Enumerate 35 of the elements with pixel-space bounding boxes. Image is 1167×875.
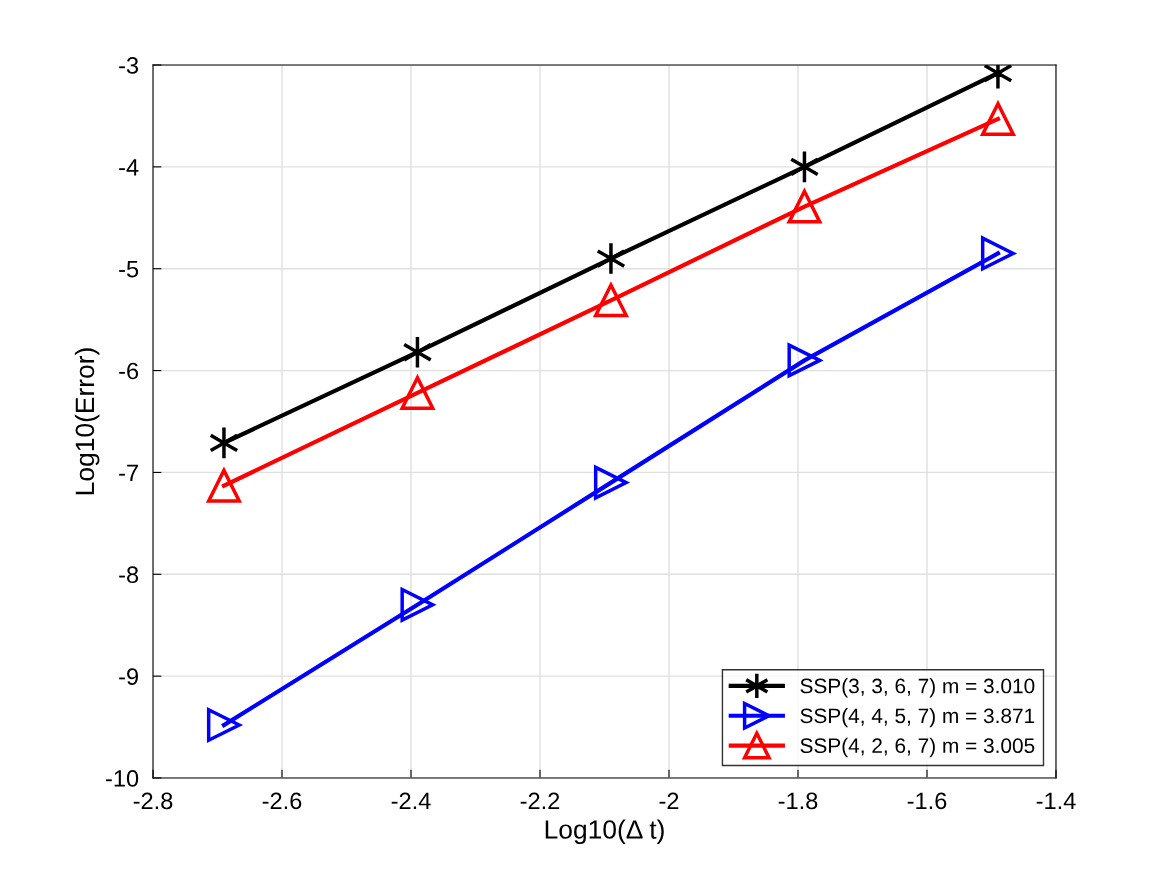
x-tick-label: -1.6 (907, 792, 947, 810)
point (402, 335, 433, 370)
point (400, 375, 435, 410)
x-tick-label: -1.4 (1036, 792, 1076, 809)
y-tick-label: -9 (119, 668, 138, 685)
x-tick-label: -1.8 (778, 792, 818, 810)
point (593, 283, 628, 318)
y-tick-label: -3 (119, 57, 139, 74)
y-tick-label: -4 (119, 159, 139, 176)
legend-label: SSP(3, 3, 6, 7) m = 3.010 (800, 678, 1035, 698)
point (206, 708, 241, 743)
x-tick-label: -2.2 (520, 792, 560, 809)
y-tick-label: -10 (106, 770, 139, 787)
y-tick-label: -8 (119, 566, 139, 584)
legend-label: SSP(4, 4, 5, 7) m = 3.871 (800, 707, 1035, 728)
point (208, 425, 239, 460)
point (400, 586, 437, 623)
x-tick-label: -2 (659, 792, 679, 809)
point (980, 236, 1015, 271)
point (980, 99, 1016, 136)
point (786, 187, 823, 224)
x-tick-label: -2.6 (262, 792, 302, 810)
point (593, 465, 628, 500)
point (789, 149, 820, 184)
x-tick-label: -2.8 (133, 792, 173, 810)
legend-label: SSP(4, 2, 6, 7) m = 3.005 (800, 737, 1035, 758)
point (595, 241, 626, 276)
x-tick-label: -2.4 (391, 792, 431, 809)
y-tick-label: -5 (119, 261, 139, 278)
point (787, 342, 824, 379)
x-axis-title: Log10(Δ t) (545, 819, 664, 845)
y-tick-label: -7 (119, 464, 138, 481)
y-axis-title: Log10(Error) (74, 348, 100, 495)
y-tick-label: -6 (119, 362, 139, 380)
point (206, 466, 242, 503)
